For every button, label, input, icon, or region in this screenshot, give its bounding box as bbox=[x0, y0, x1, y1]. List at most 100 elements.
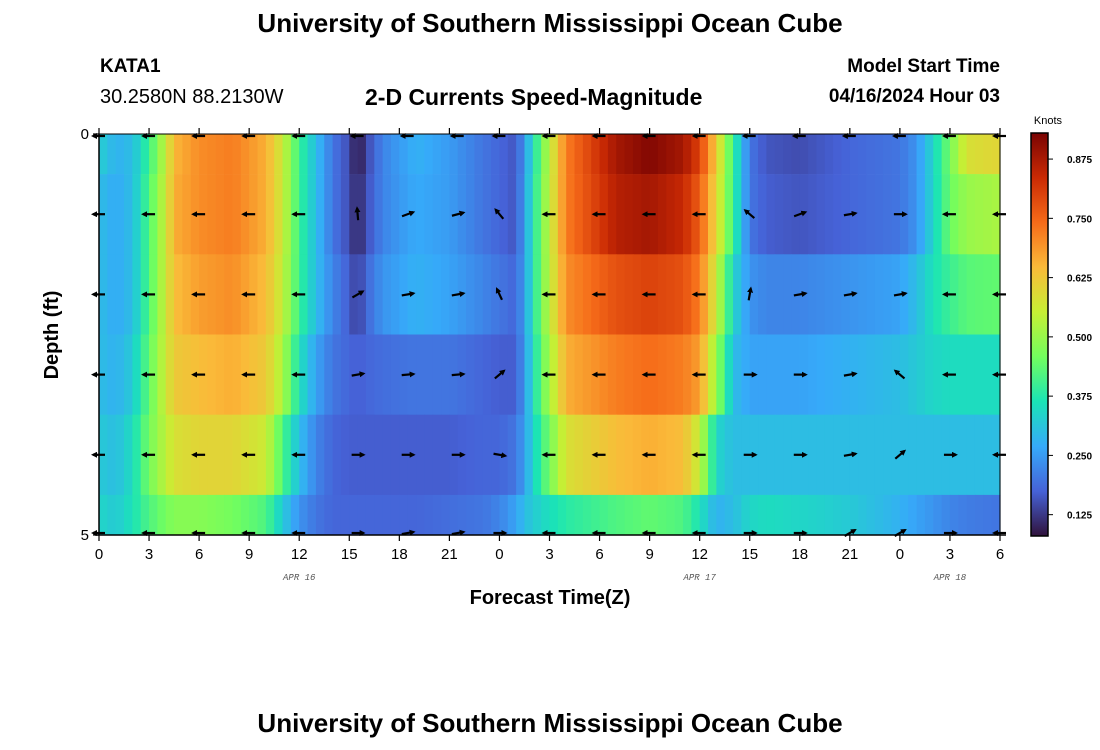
heatmap-cell bbox=[274, 334, 284, 415]
heatmap-cell bbox=[849, 494, 859, 536]
current-vector-arrow bbox=[401, 210, 416, 218]
heatmap-cell bbox=[958, 334, 968, 415]
heatmap-cell bbox=[933, 334, 943, 415]
heatmap-cell bbox=[432, 254, 442, 335]
heatmap-cell bbox=[758, 494, 767, 536]
heatmap-cell bbox=[441, 334, 450, 415]
heatmap-cell bbox=[874, 254, 884, 335]
axes: 0 3 6 9 12 15 18 21 0 3 6 9 12 15 18 21 0 3 6 APR 16 APR 17 A… bbox=[81, 126, 1006, 583]
heatmap-cell bbox=[532, 174, 542, 255]
heatmap-cell bbox=[624, 494, 634, 536]
heatmap-cell bbox=[774, 174, 784, 255]
x-tick-label: 3 bbox=[145, 546, 153, 563]
heatmap-cell bbox=[557, 134, 567, 175]
heatmap-cell bbox=[899, 494, 909, 536]
heatmap-cell bbox=[541, 494, 551, 536]
heatmap-cell bbox=[941, 494, 951, 536]
heatmap-cell bbox=[674, 254, 684, 335]
heatmap-cell bbox=[124, 414, 133, 496]
heatmap-cell bbox=[866, 414, 876, 496]
heatmap-cell bbox=[432, 494, 442, 536]
heatmap-cell bbox=[874, 334, 884, 415]
heatmap-cell bbox=[741, 494, 751, 536]
heatmap-cell bbox=[124, 134, 133, 175]
heatmap-cell bbox=[833, 334, 843, 415]
y-tick-label: 5 bbox=[81, 527, 89, 544]
heatmap-cell bbox=[107, 134, 117, 175]
heatmap-cell bbox=[307, 334, 317, 415]
heatmap-cell bbox=[115, 494, 125, 536]
heatmap-cell bbox=[699, 134, 709, 175]
heatmap-cell bbox=[749, 494, 759, 536]
heatmap-cell bbox=[582, 174, 592, 255]
heatmap-cell bbox=[966, 254, 976, 335]
heatmap-cell bbox=[182, 334, 192, 415]
heatmap-cell bbox=[215, 494, 225, 536]
heatmap-cell bbox=[958, 414, 968, 496]
heatmap-cell bbox=[541, 134, 551, 175]
heatmap-cell bbox=[507, 334, 517, 415]
heatmap-cell bbox=[774, 494, 784, 536]
heatmap-cell bbox=[733, 334, 742, 415]
heatmap-cell bbox=[749, 254, 759, 335]
heatmap-cell bbox=[424, 174, 434, 255]
heatmap-cell bbox=[783, 334, 793, 415]
heatmap-cell bbox=[332, 134, 342, 175]
heatmap-cell bbox=[232, 134, 242, 175]
heatmap-cell bbox=[165, 414, 175, 496]
heatmap-cell bbox=[599, 134, 609, 175]
heatmap-cell bbox=[824, 494, 834, 536]
heatmap-cell bbox=[524, 414, 534, 496]
heatmap-cell bbox=[174, 414, 184, 496]
heatmap-cell bbox=[824, 334, 834, 415]
heatmap-cell bbox=[657, 334, 667, 415]
heatmap-cell bbox=[332, 334, 342, 415]
heatmap-cell bbox=[741, 134, 751, 175]
heatmap-cell bbox=[566, 174, 576, 255]
heatmap-cell bbox=[282, 174, 292, 255]
heatmap-cell bbox=[240, 134, 250, 175]
heatmap-cell bbox=[324, 254, 334, 335]
heatmap-cell bbox=[983, 334, 993, 415]
heatmap-cell bbox=[307, 414, 317, 496]
heatmap-cell bbox=[124, 334, 133, 415]
heatmap-cell bbox=[182, 494, 192, 536]
heatmap-cell bbox=[666, 174, 676, 255]
heatmap-cell bbox=[824, 174, 834, 255]
current-vector-arrow bbox=[793, 210, 808, 218]
heatmap-cell bbox=[933, 254, 943, 335]
heatmap-cell bbox=[607, 174, 617, 255]
heatmap-cell bbox=[808, 254, 818, 335]
heatmap-cell bbox=[766, 334, 776, 415]
heatmap-cell bbox=[816, 334, 826, 415]
heatmap-cell bbox=[457, 494, 467, 536]
heatmap-cell bbox=[824, 414, 834, 496]
current-vector-arrow bbox=[843, 291, 858, 298]
heatmap-cell bbox=[574, 134, 584, 175]
heatmap-cell bbox=[315, 134, 325, 175]
heatmap-cell bbox=[149, 134, 158, 175]
x-tick-label: 0 bbox=[896, 546, 904, 563]
x-tick-label: 0 bbox=[495, 546, 503, 563]
colorbar-tick-label: 0.875 bbox=[1067, 155, 1092, 166]
heatmap-cell bbox=[432, 134, 442, 175]
heatmap-cell bbox=[641, 494, 651, 536]
heatmap-cell bbox=[140, 134, 150, 175]
heatmap-cell bbox=[449, 134, 459, 175]
heatmap-cell bbox=[632, 254, 642, 335]
heatmap-cell bbox=[724, 254, 734, 335]
heatmap-cell bbox=[482, 414, 492, 496]
heatmap-cell bbox=[566, 254, 576, 335]
heatmap-cell bbox=[833, 414, 843, 496]
heatmap-cell bbox=[282, 334, 292, 415]
heatmap-cell bbox=[974, 174, 984, 255]
heatmap-cell bbox=[566, 494, 576, 536]
heatmap-cell bbox=[340, 134, 350, 175]
heatmap-cell bbox=[190, 494, 200, 536]
heatmap-cell bbox=[324, 174, 334, 255]
heatmap-cell bbox=[816, 494, 826, 536]
heatmap-cell bbox=[207, 494, 217, 536]
heatmap-cell bbox=[115, 334, 125, 415]
heatmap-cell bbox=[682, 494, 692, 536]
heatmap-cell bbox=[632, 334, 642, 415]
